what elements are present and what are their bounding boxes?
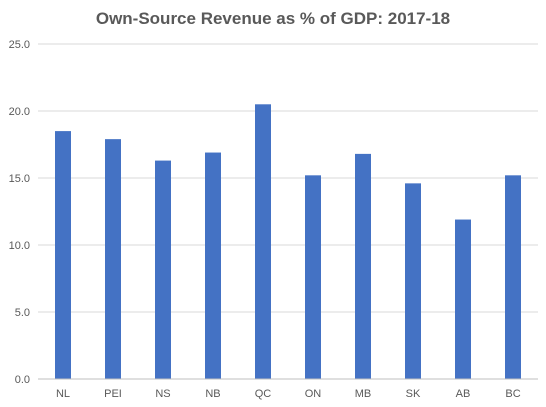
x-tick-label: ON: [305, 388, 322, 400]
bar-ns: [155, 160, 171, 379]
x-tick-label: SK: [406, 388, 421, 400]
y-tick-label: 0.0: [15, 374, 30, 386]
y-tick-label: 10.0: [9, 240, 30, 252]
bar-pei: [105, 139, 121, 379]
x-tick-label: NS: [155, 388, 170, 400]
x-tick-label: BC: [505, 388, 520, 400]
chart-title: Own-Source Revenue as % of GDP: 2017-18: [96, 9, 450, 28]
bar-qc: [255, 104, 271, 380]
x-tick-label: AB: [456, 388, 471, 400]
bar-mb: [355, 153, 371, 379]
bar-bc: [505, 175, 521, 379]
y-tick-label: 15.0: [9, 173, 30, 185]
y-tick-label: 25.0: [9, 39, 30, 51]
bar-nb: [205, 152, 221, 379]
bar-sk: [405, 183, 421, 379]
bar-nl: [55, 131, 71, 379]
bars: [55, 104, 521, 380]
bar-on: [305, 175, 321, 379]
bar-ab: [455, 219, 471, 379]
y-axis-ticks: 0.0 5.0 10.0 15.0 20.0 25.0: [9, 39, 30, 386]
x-tick-label: QC: [255, 388, 272, 400]
x-axis-ticks: NL PEI NS NB QC ON MB SK AB BC: [56, 388, 521, 400]
x-tick-label: NB: [205, 388, 220, 400]
x-tick-label: PEI: [104, 388, 122, 400]
y-tick-label: 20.0: [9, 106, 30, 118]
gridlines: [38, 43, 538, 313]
x-tick-label: NL: [56, 388, 70, 400]
x-tick-label: MB: [355, 388, 372, 400]
y-tick-label: 5.0: [15, 307, 30, 319]
